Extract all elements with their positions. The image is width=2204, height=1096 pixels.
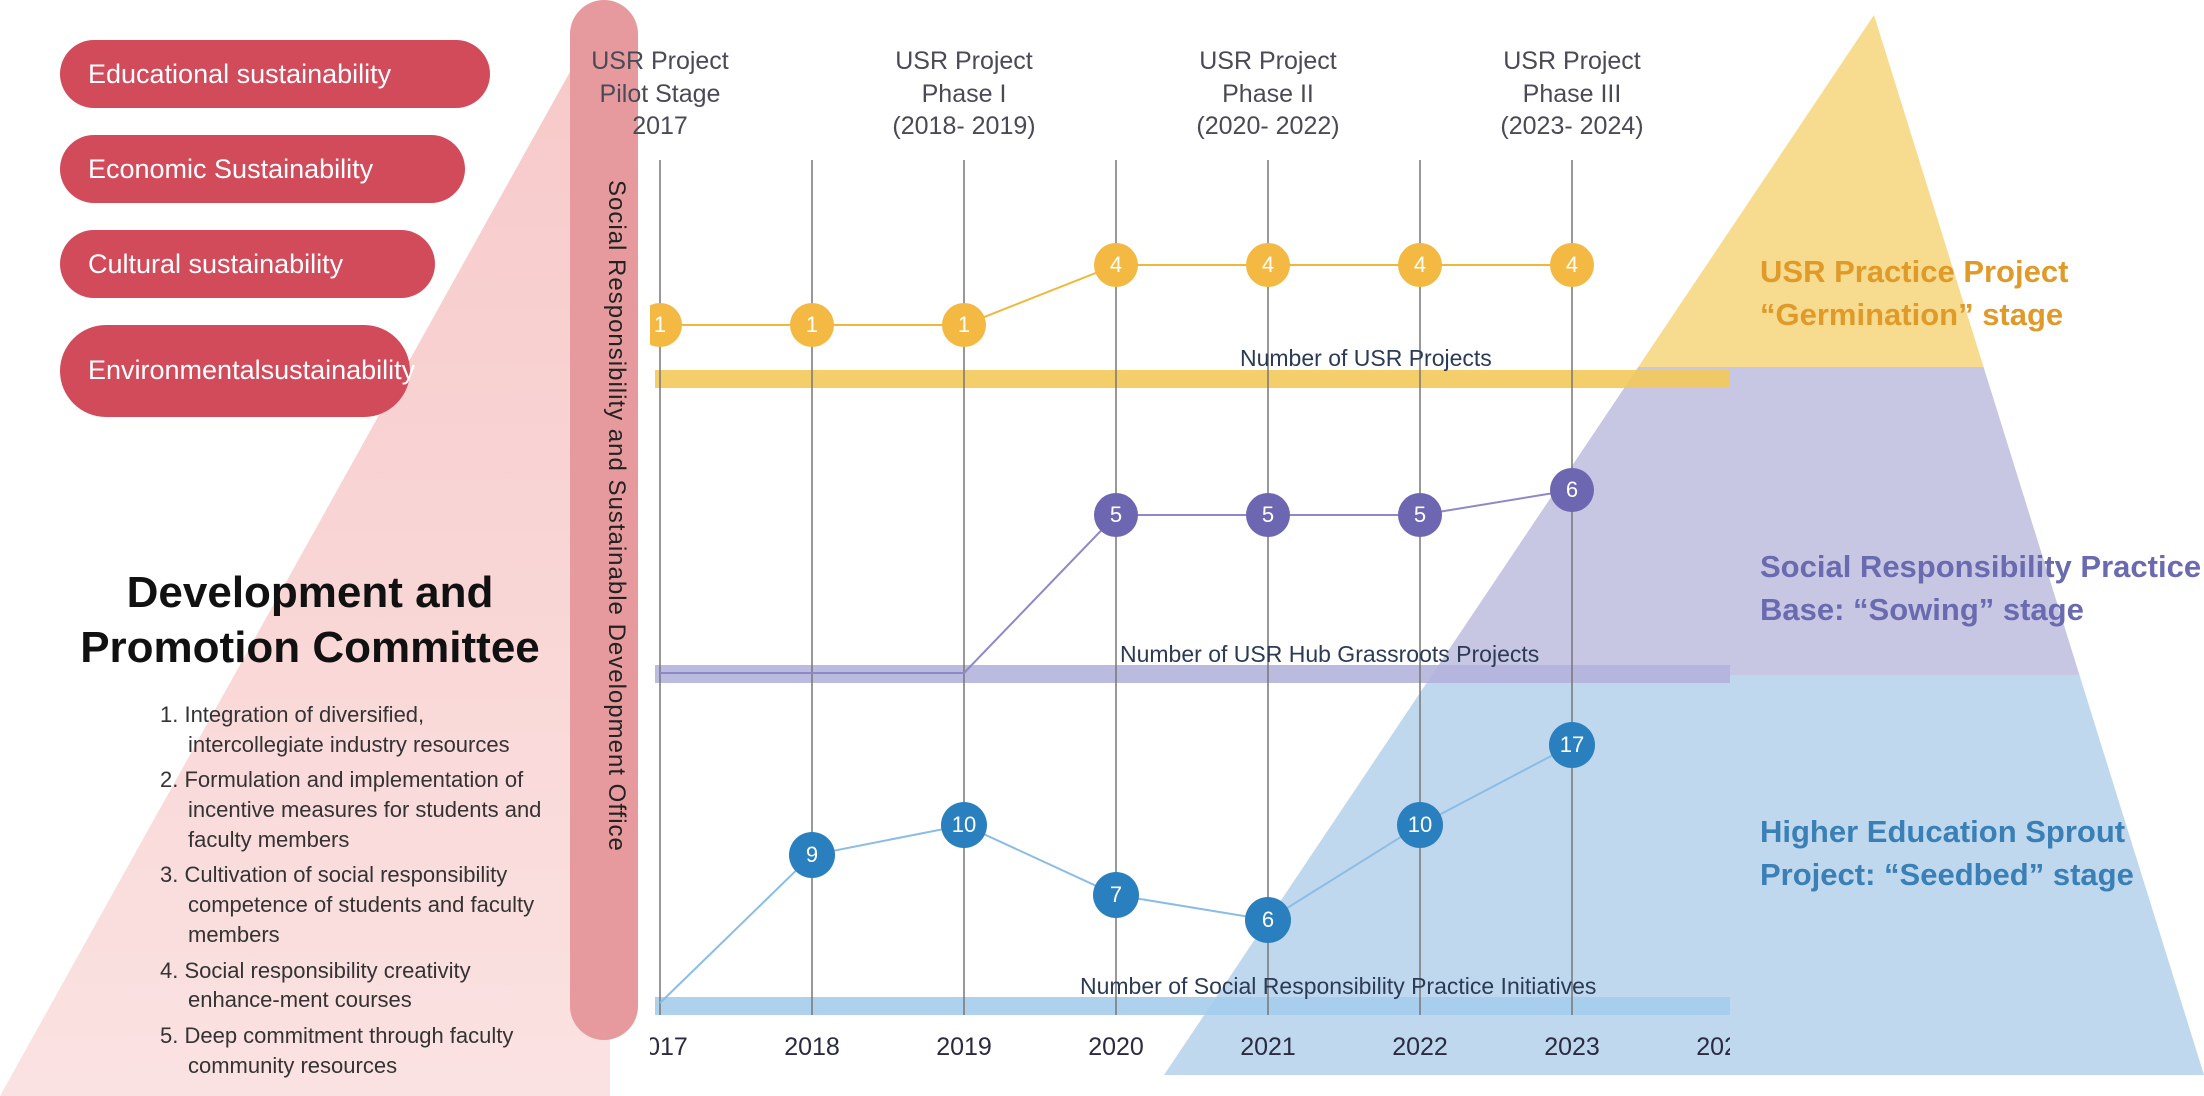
- svg-text:6: 6: [1566, 477, 1578, 502]
- svg-text:5: 5: [1414, 502, 1426, 527]
- series-label: Number of USR Projects: [1240, 345, 1492, 372]
- sustainability-pill: Environmentalsustainability: [60, 325, 410, 417]
- sustainability-pill: Cultural sustainability: [60, 230, 435, 298]
- svg-text:10: 10: [952, 812, 976, 837]
- committee-item: 3. Cultivation of social responsibility …: [160, 860, 560, 949]
- stage-category-label: Social Responsibility PracticeBase: “Sow…: [1760, 545, 2201, 632]
- phase-header: USR ProjectPhase III(2023- 2024): [1472, 45, 1672, 143]
- vertical-office-label: Social Responsibility and Sustainable De…: [578, 180, 630, 852]
- svg-text:4: 4: [1110, 252, 1122, 277]
- svg-text:5: 5: [1110, 502, 1122, 527]
- svg-text:17: 17: [1560, 732, 1584, 757]
- phase-header: USR ProjectPilot Stage2017: [560, 45, 760, 143]
- svg-text:2021: 2021: [1240, 1033, 1296, 1061]
- series-label: Number of USR Hub Grassroots Projects: [1120, 641, 1539, 668]
- committee-list: 1. Integration of diversified, intercoll…: [160, 700, 560, 1086]
- svg-text:2023: 2023: [1544, 1033, 1600, 1061]
- svg-text:9: 9: [806, 842, 818, 867]
- svg-text:10: 10: [1408, 812, 1432, 837]
- svg-text:2019: 2019: [936, 1033, 992, 1061]
- svg-text:1: 1: [806, 312, 818, 337]
- series-label: Number of Social Responsibility Practice…: [1080, 973, 1596, 1000]
- svg-text:2024: 2024: [1696, 1033, 1730, 1061]
- committee-item: 1. Integration of diversified, intercoll…: [160, 700, 560, 759]
- stage-category-label: Higher Education SproutProject: “Seedbed…: [1760, 810, 2134, 897]
- phase-header: USR ProjectPhase I(2018- 2019): [864, 45, 1064, 143]
- svg-text:1: 1: [654, 312, 666, 337]
- svg-text:4: 4: [1262, 252, 1274, 277]
- svg-text:2018: 2018: [784, 1033, 840, 1061]
- svg-text:2020: 2020: [1088, 1033, 1144, 1061]
- phase-header: USR ProjectPhase II(2020- 2022): [1168, 45, 1368, 143]
- committee-item: 2. Formulation and implementation of inc…: [160, 765, 560, 854]
- svg-text:7: 7: [1110, 882, 1122, 907]
- svg-text:2022: 2022: [1392, 1033, 1448, 1061]
- diagram-root: { "colors": { "pink_fill": "#f7c8c8", "p…: [0, 0, 2204, 1096]
- svg-text:6: 6: [1262, 907, 1274, 932]
- committee-item: 4. Social responsibility creativity enha…: [160, 956, 560, 1015]
- sustainability-pill: Educational sustainability: [60, 40, 490, 108]
- svg-text:2017: 2017: [650, 1033, 688, 1061]
- svg-text:4: 4: [1414, 252, 1426, 277]
- committee-item: 5. Deep commitment through faculty commu…: [160, 1021, 560, 1080]
- stage-category-label: USR Practice Project“Germination” stage: [1760, 250, 2068, 337]
- chart-area: 1 1 1 4 4 4 4 5 5 5 6 9 10 7 6 10 17 2017 2018 2019 2020 2021…: [650, 25, 1730, 1065]
- svg-text:5: 5: [1262, 502, 1274, 527]
- svg-text:1: 1: [958, 312, 970, 337]
- svg-text:4: 4: [1566, 252, 1578, 277]
- committee-title: Development and Promotion Committee: [30, 565, 590, 675]
- sustainability-pill: Economic Sustainability: [60, 135, 465, 203]
